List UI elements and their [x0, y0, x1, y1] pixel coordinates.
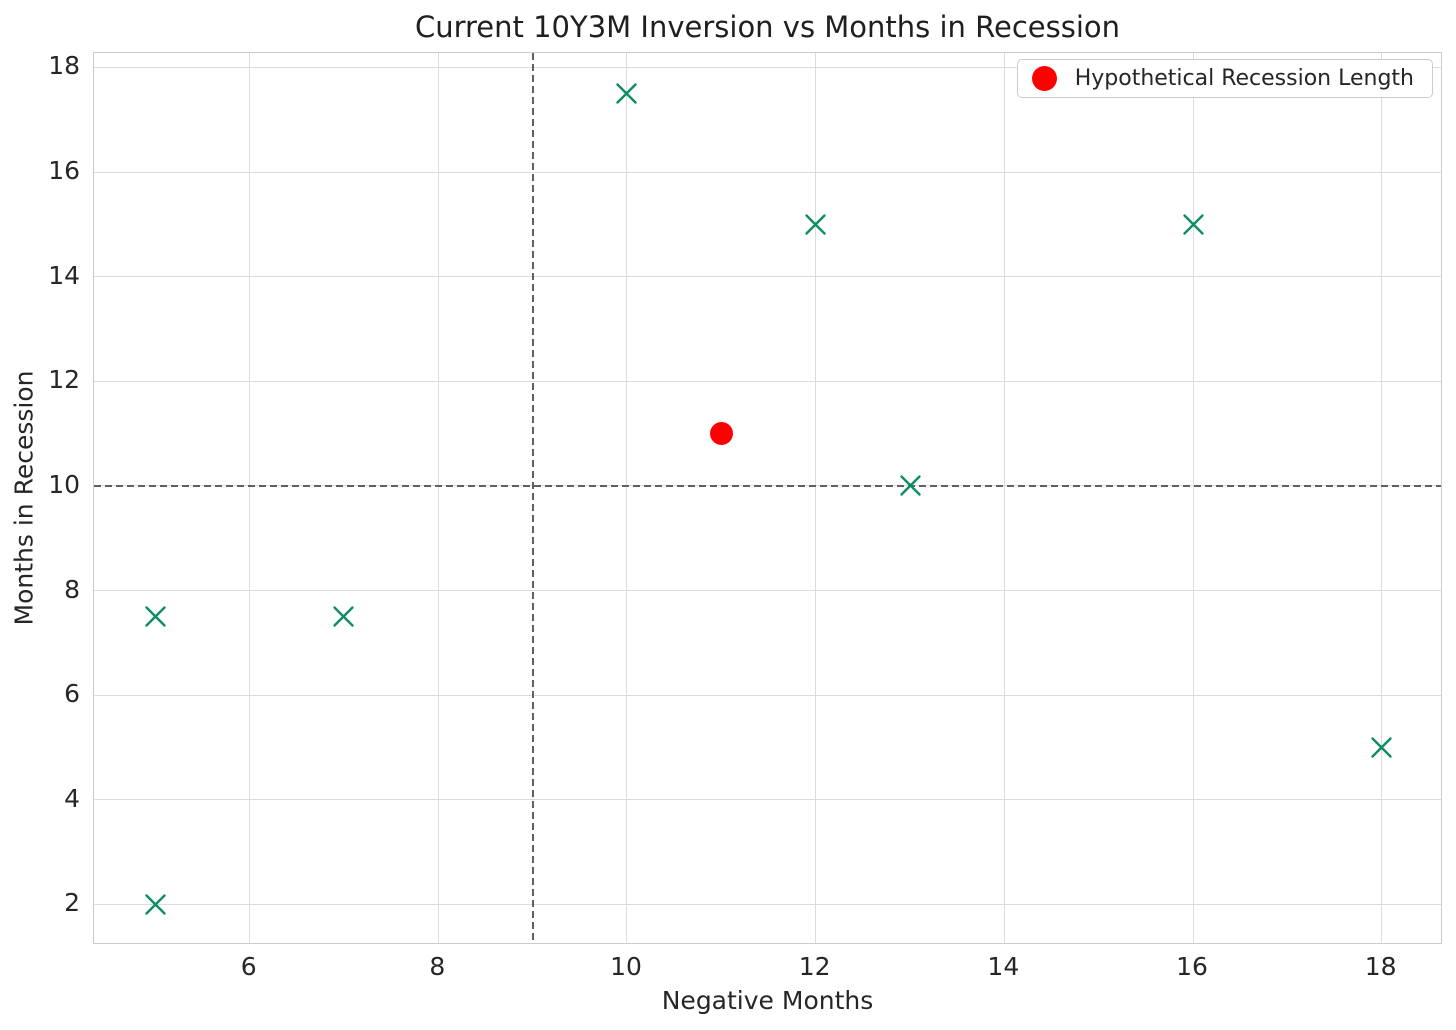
gridline-y-2 [94, 903, 1441, 905]
gridline-x-6 [249, 53, 251, 943]
plot-area: Hypothetical Recession Length [93, 52, 1442, 944]
y-tick-label-16: 16 [48, 156, 80, 186]
x-tick-label-6: 6 [240, 952, 257, 981]
x-tick-label-8: 8 [429, 952, 446, 981]
data-point-x-marker [332, 605, 355, 628]
dashed-vline-x-9 [531, 53, 534, 943]
data-point-x-marker [144, 605, 167, 628]
y-tick-label-8: 8 [64, 574, 80, 604]
data-point-x-marker [615, 82, 638, 105]
legend-label: Hypothetical Recession Length [1074, 66, 1414, 91]
y-tick-label-4: 4 [64, 783, 80, 813]
x-tick-label-12: 12 [798, 952, 831, 981]
y-tick-label-12: 12 [48, 365, 80, 395]
x-tick-label-16: 16 [1176, 952, 1208, 981]
gridline-x-10 [626, 53, 628, 943]
data-point-x-marker [1370, 736, 1393, 759]
chart-title: Current 10Y3M Inversion vs Months in Rec… [414, 10, 1121, 44]
y-axis-label: Months in Recession [9, 370, 39, 626]
gridline-y-6 [94, 694, 1441, 696]
y-tick-label-18: 18 [48, 51, 80, 81]
x-tick-label-14: 14 [987, 952, 1020, 981]
x-axis-label: Negative Months [661, 986, 874, 1015]
legend: Hypothetical Recession Length [1016, 59, 1433, 98]
data-point-circle-marker [709, 422, 733, 446]
x-tick-label-18: 18 [1364, 952, 1397, 981]
gridline-x-18 [1381, 53, 1383, 943]
gridline-x-8 [437, 53, 439, 943]
y-tick-label-10: 10 [48, 469, 80, 499]
gridline-y-16 [94, 171, 1441, 173]
data-point-x-marker [1182, 213, 1205, 236]
y-tick-label-14: 14 [48, 260, 80, 290]
gridline-x-16 [1192, 53, 1194, 943]
y-tick-label-6: 6 [64, 679, 80, 709]
legend-circle-marker-icon [1031, 66, 1057, 91]
y-tick-label-2: 2 [64, 888, 80, 918]
gridline-y-14 [94, 276, 1441, 278]
gridline-x-12 [815, 53, 817, 943]
x-tick-label-10: 10 [610, 952, 642, 981]
data-point-x-marker [804, 213, 827, 236]
gridline-y-12 [94, 380, 1441, 382]
dashed-hline-y-10 [94, 484, 1441, 487]
gridline-x-14 [1003, 53, 1005, 943]
gridline-y-8 [94, 590, 1441, 592]
data-point-x-marker [144, 893, 167, 916]
gridline-y-4 [94, 799, 1441, 801]
gridline-y-18 [94, 66, 1441, 68]
data-point-x-marker [899, 474, 922, 497]
